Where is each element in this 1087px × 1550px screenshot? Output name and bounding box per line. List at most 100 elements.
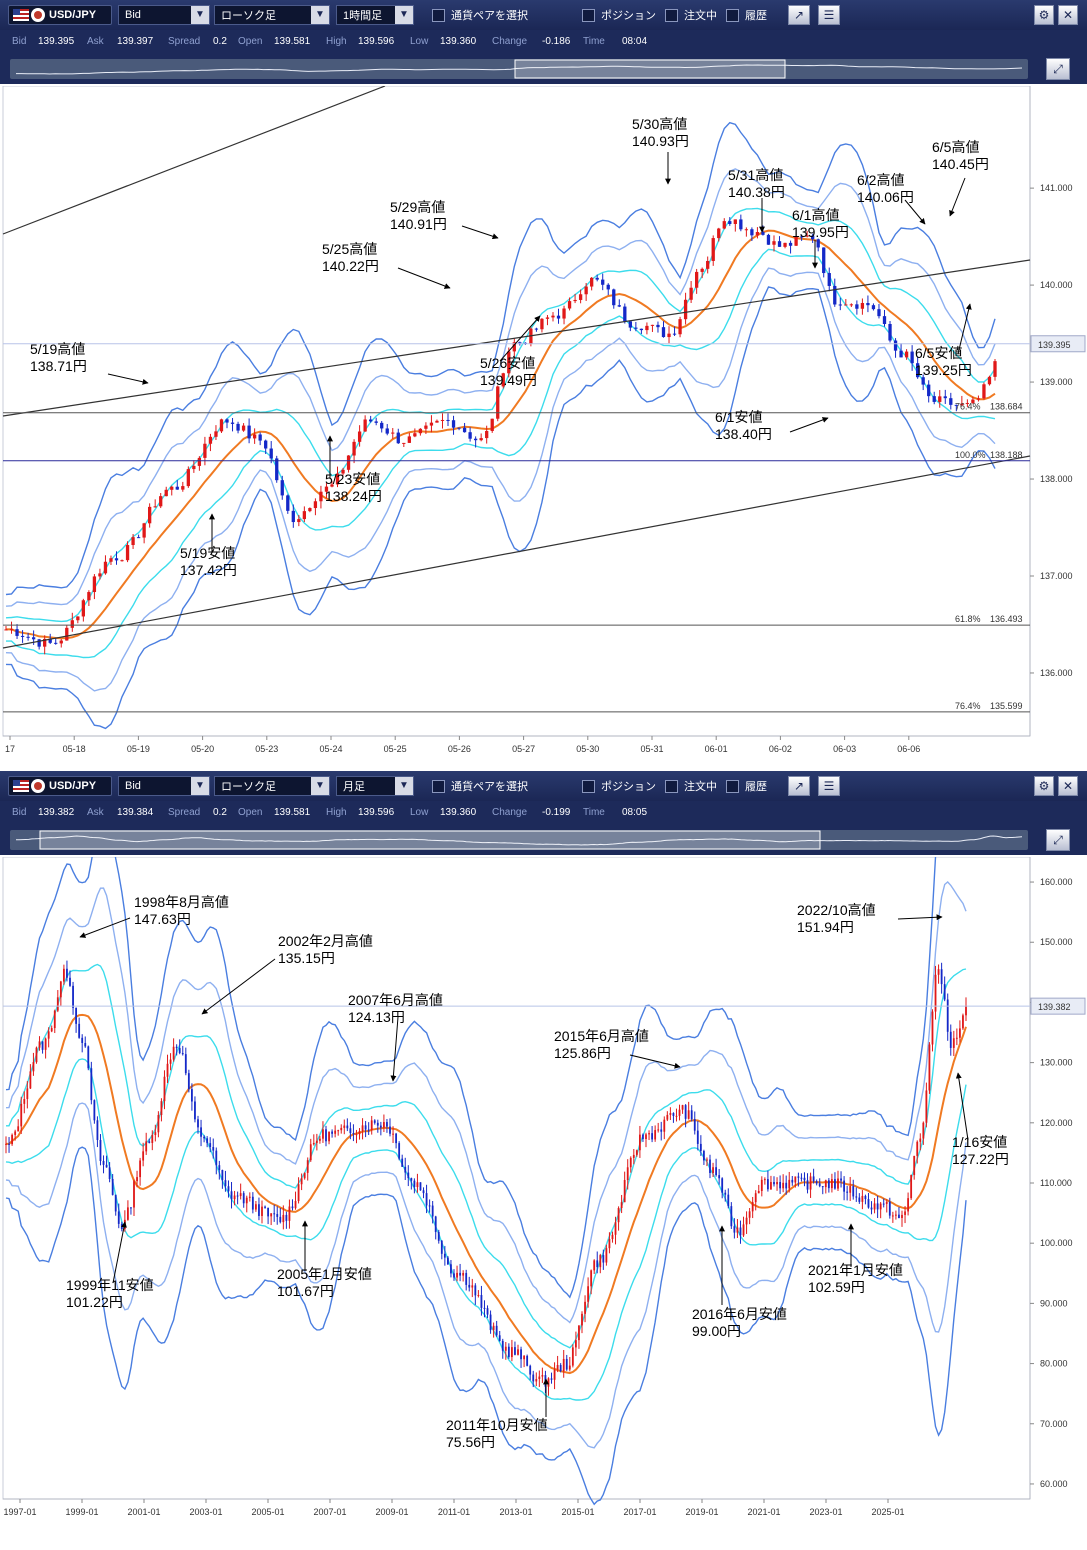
candle-body bbox=[175, 1046, 178, 1049]
candle-body bbox=[852, 1186, 855, 1197]
checkbox-icon[interactable] bbox=[726, 8, 739, 22]
candle-body bbox=[446, 1257, 449, 1265]
candle-body bbox=[486, 1308, 489, 1315]
candle-body bbox=[818, 1183, 821, 1187]
annotation-value: 139.95円 bbox=[792, 224, 849, 240]
plot-area bbox=[2, 86, 1031, 737]
candle-body bbox=[373, 1120, 376, 1123]
current-price-label: 139.395 bbox=[1038, 340, 1071, 350]
candle-body bbox=[465, 1272, 468, 1285]
chart-panel-hourly: USD/JPY Bid ▼ ローソク足 ▼ 1時間足 ▼ 通貨ペアを選択 ポジシ… bbox=[0, 0, 1087, 770]
position-label: ポジション bbox=[601, 10, 656, 22]
bollinger-band-2sd-lower bbox=[5, 267, 996, 692]
candle-body bbox=[130, 1207, 132, 1209]
annotation-arrow bbox=[112, 1221, 127, 1284]
chart-type-select[interactable]: ローソク足 ▼ bbox=[214, 776, 330, 796]
candle-body bbox=[712, 1167, 714, 1173]
history-toggle[interactable]: 履歴 bbox=[726, 776, 767, 796]
expand-button[interactable]: ⤢ bbox=[1046, 58, 1070, 80]
candle-body bbox=[87, 1046, 90, 1069]
pair-select-toggle[interactable]: 通貨ペアを選択 bbox=[432, 776, 528, 796]
candle-body bbox=[534, 328, 539, 330]
spread-value: 0.2 bbox=[213, 36, 227, 47]
candle-body bbox=[811, 235, 815, 240]
orders-toggle[interactable]: 注文中 bbox=[665, 776, 717, 796]
candle-body bbox=[395, 1133, 398, 1144]
candle-body bbox=[416, 1182, 419, 1188]
expand-button[interactable]: ⤢ bbox=[1046, 829, 1070, 851]
price-chart[interactable]: 141.000 140.000 139.000 138.000 137.000 136.0… bbox=[0, 86, 1087, 770]
candle-body bbox=[724, 1192, 727, 1195]
candle-body bbox=[559, 1364, 562, 1372]
candle-body bbox=[48, 638, 52, 643]
candle-body bbox=[678, 1109, 681, 1116]
candle-body bbox=[429, 422, 434, 426]
close-button[interactable]: ✕ bbox=[1058, 776, 1078, 796]
candle-body bbox=[148, 506, 152, 524]
checkbox-icon[interactable] bbox=[582, 8, 595, 22]
candle-body bbox=[26, 636, 30, 638]
price-tick-label: 139.000 bbox=[1040, 377, 1073, 387]
close-button[interactable]: ✕ bbox=[1058, 5, 1078, 25]
symbol-selector[interactable]: USD/JPY bbox=[8, 776, 112, 796]
candle-body bbox=[50, 1028, 53, 1032]
orders-toggle[interactable]: 注文中 bbox=[665, 5, 717, 25]
history-toggle[interactable]: 履歴 bbox=[726, 5, 767, 25]
chevron-down-icon: ▼ bbox=[395, 777, 413, 795]
bollinger-band-3sd-lower bbox=[5, 286, 996, 730]
draw-tool-button[interactable]: ↗ bbox=[788, 5, 810, 25]
candle-body bbox=[133, 1181, 135, 1208]
candle-body bbox=[837, 1178, 839, 1189]
symbol-selector[interactable]: USD/JPY bbox=[8, 5, 112, 25]
candle-body bbox=[699, 1143, 702, 1151]
bollinger-band-3sd-upper bbox=[5, 857, 937, 1299]
draw-tool-button[interactable]: ↗ bbox=[788, 776, 810, 796]
us-flag-icon bbox=[13, 780, 29, 792]
checkbox-icon[interactable] bbox=[726, 779, 739, 793]
candle-body bbox=[556, 1364, 559, 1370]
pair-select-toggle[interactable]: 通貨ペアを選択 bbox=[432, 5, 528, 25]
candle-body bbox=[946, 999, 949, 1032]
navigator-scrollbar[interactable] bbox=[10, 59, 1028, 79]
candle-body bbox=[501, 1340, 504, 1351]
candle-body bbox=[722, 221, 726, 229]
checkbox-icon[interactable] bbox=[665, 8, 678, 22]
checkbox-icon[interactable] bbox=[432, 8, 445, 22]
timeframe-select[interactable]: 月足 ▼ bbox=[336, 776, 414, 796]
trend-icon: ↗ bbox=[793, 8, 805, 22]
chart-type-select[interactable]: ローソク足 ▼ bbox=[214, 5, 330, 25]
indicator-button[interactable]: ☰ bbox=[818, 5, 840, 25]
candle-body bbox=[490, 418, 494, 431]
checkbox-icon[interactable] bbox=[665, 779, 678, 793]
indicator-button[interactable]: ☰ bbox=[818, 776, 840, 796]
candle-body bbox=[230, 422, 235, 424]
candle-body bbox=[654, 1130, 657, 1140]
position-toggle[interactable]: ポジション bbox=[582, 5, 656, 25]
price-tick-label: 60.000 bbox=[1040, 1479, 1068, 1489]
candle-body bbox=[885, 1201, 888, 1204]
price-type-select[interactable]: Bid ▼ bbox=[118, 5, 210, 25]
annotation-label: 6/5高値 bbox=[932, 139, 979, 155]
candle-body bbox=[37, 639, 41, 647]
chart-toolbar: USD/JPY Bid ▼ ローソク足 ▼ 月足 ▼ 通貨ペアを選択 ポジション… bbox=[0, 771, 1087, 801]
checkbox-icon[interactable] bbox=[432, 779, 445, 793]
candle-body bbox=[453, 1273, 455, 1278]
timeframe-value: 月足 bbox=[343, 781, 365, 793]
candle-body bbox=[151, 1135, 154, 1143]
position-toggle[interactable]: ポジション bbox=[582, 776, 656, 796]
candle-body bbox=[456, 1272, 458, 1278]
price-chart[interactable]: 160.000150.000140.000130.000120.000110.0… bbox=[0, 857, 1087, 1549]
candle-body bbox=[322, 1129, 324, 1139]
candle-body bbox=[181, 1053, 184, 1055]
settings-button[interactable]: ⚙ bbox=[1034, 5, 1054, 25]
checkbox-icon[interactable] bbox=[582, 779, 595, 793]
annotation-value: 101.67円 bbox=[277, 1283, 334, 1299]
candle-body bbox=[120, 1223, 123, 1230]
candle-body bbox=[960, 403, 964, 406]
candle-body bbox=[468, 1284, 471, 1288]
timeframe-select[interactable]: 1時間足 ▼ bbox=[336, 5, 414, 25]
candle-body bbox=[794, 1176, 797, 1183]
settings-button[interactable]: ⚙ bbox=[1034, 776, 1054, 796]
price-type-select[interactable]: Bid ▼ bbox=[118, 776, 210, 796]
navigator-scrollbar[interactable] bbox=[10, 830, 1028, 850]
